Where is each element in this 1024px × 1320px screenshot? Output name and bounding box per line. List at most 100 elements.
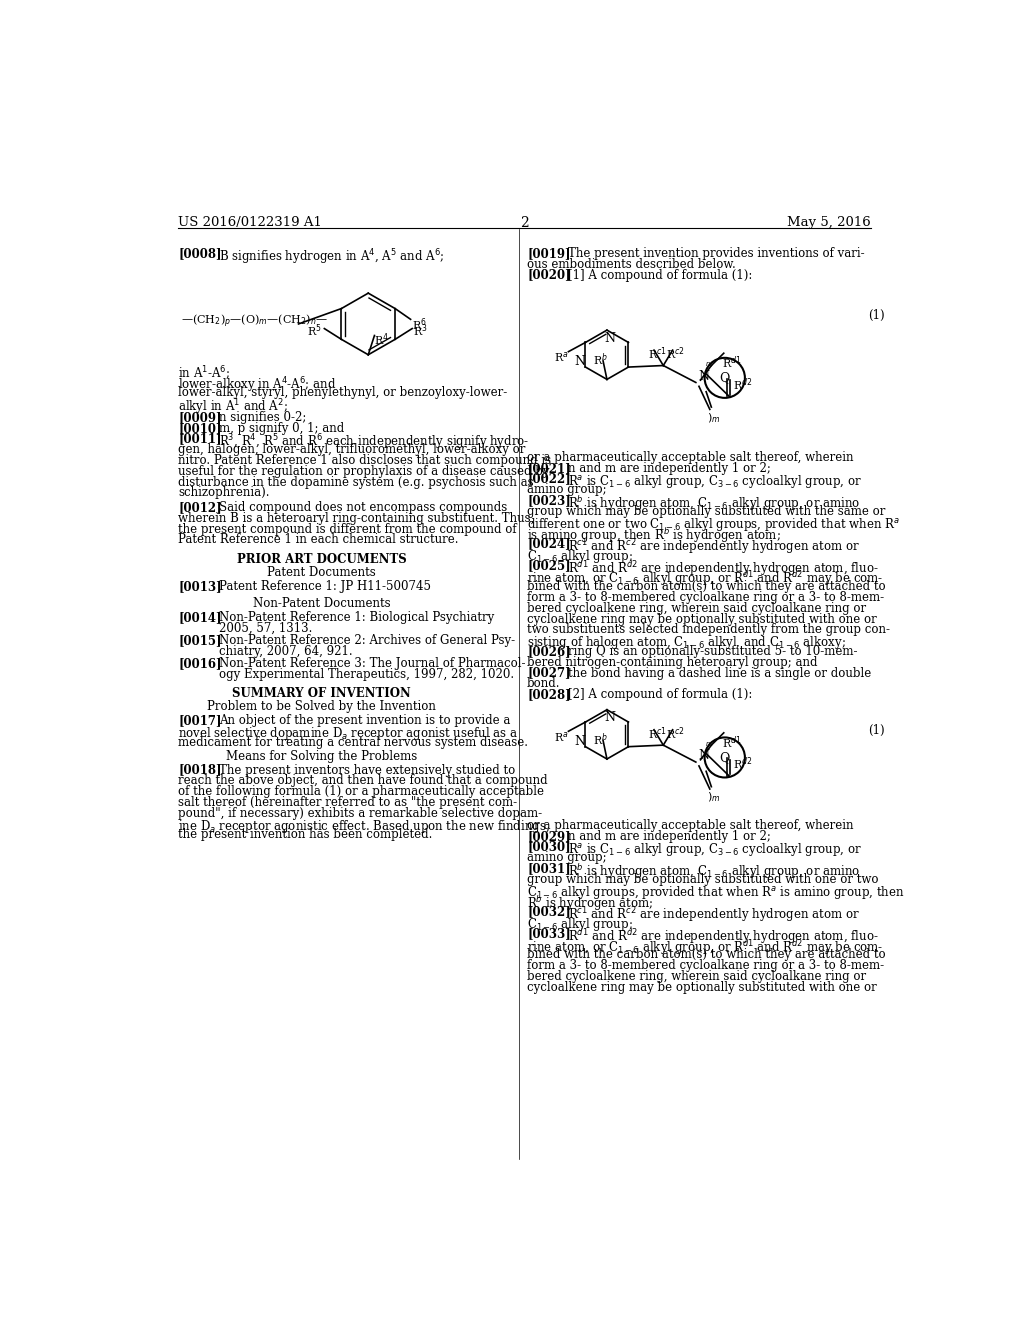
Text: form a 3- to 8-membered cycloalkane ring or a 3- to 8-mem-: form a 3- to 8-membered cycloalkane ring… bbox=[527, 960, 885, 973]
Text: useful for the regulation or prophylaxis of a disease caused by: useful for the regulation or prophylaxis… bbox=[178, 465, 550, 478]
Text: [0024]: [0024] bbox=[527, 537, 570, 550]
Text: [0008]: [0008] bbox=[178, 247, 222, 260]
Text: Problem to be Solved by the Invention: Problem to be Solved by the Invention bbox=[207, 701, 436, 714]
Text: C$_{1-6}$ alkyl group;: C$_{1-6}$ alkyl group; bbox=[527, 916, 633, 933]
Text: R$^3$, R$^4$, R$^5$ and R$^6$ each independently signify hydro-: R$^3$, R$^4$, R$^5$ and R$^6$ each indep… bbox=[219, 433, 529, 453]
Text: N: N bbox=[574, 735, 586, 748]
Text: R$^{c1}$ and R$^{c2}$ are independently hydrogen atom or: R$^{c1}$ and R$^{c2}$ are independently … bbox=[568, 906, 860, 925]
Text: lower-alkoxy in A$^4$-A$^6$; and: lower-alkoxy in A$^4$-A$^6$; and bbox=[178, 376, 337, 395]
Text: R$^{c1}$: R$^{c1}$ bbox=[648, 725, 667, 742]
Text: (1): (1) bbox=[868, 309, 885, 322]
Text: $)_m$: $)_m$ bbox=[707, 411, 720, 425]
Text: R$^{d2}$: R$^{d2}$ bbox=[733, 756, 753, 772]
Text: $)_m$: $)_m$ bbox=[707, 791, 720, 804]
Text: ous embodiments described below.: ous embodiments described below. bbox=[527, 257, 736, 271]
Text: R$^a$: R$^a$ bbox=[554, 350, 569, 364]
Text: sisting of halogen atom, C$_{1-6}$ alkyl, and C$_{1-6}$ alkoxy;: sisting of halogen atom, C$_{1-6}$ alkyl… bbox=[527, 635, 846, 651]
Text: group which may be optionally substituted with one or two: group which may be optionally substitute… bbox=[527, 873, 879, 886]
Text: N: N bbox=[698, 750, 710, 763]
Text: salt thereof (hereinafter referred to as "the present com-: salt thereof (hereinafter referred to as… bbox=[178, 796, 517, 809]
Text: [0020]: [0020] bbox=[527, 268, 570, 281]
Text: R$^{d1}$: R$^{d1}$ bbox=[722, 734, 741, 751]
Text: [0031]: [0031] bbox=[527, 862, 570, 875]
Text: ine D$_a$ receptor agonistic effect. Based upon the new findings,: ine D$_a$ receptor agonistic effect. Bas… bbox=[178, 817, 550, 834]
Text: Patent Reference 1: JP H11-500745: Patent Reference 1: JP H11-500745 bbox=[219, 581, 431, 594]
Text: R$^b$ is hydrogen atom, C$_{1-6}$ alkyl group, or amino: R$^b$ is hydrogen atom, C$_{1-6}$ alkyl … bbox=[568, 862, 860, 880]
Text: the present compound is different from the compound of: the present compound is different from t… bbox=[178, 523, 517, 536]
Text: R$^a$: R$^a$ bbox=[554, 730, 569, 743]
Text: [0030]: [0030] bbox=[527, 841, 570, 854]
Text: R$^a$ is C$_{1-6}$ alkyl group, C$_{3-6}$ cycloalkyl group, or: R$^a$ is C$_{1-6}$ alkyl group, C$_{3-6}… bbox=[568, 841, 862, 858]
Text: [0022]: [0022] bbox=[527, 473, 570, 486]
Text: [0019]: [0019] bbox=[527, 247, 570, 260]
Text: group which may be optionally substituted with the same or: group which may be optionally substitute… bbox=[527, 506, 886, 517]
Text: 2005, 57, 1313.: 2005, 57, 1313. bbox=[219, 622, 312, 635]
Text: R$^3$: R$^3$ bbox=[413, 322, 428, 339]
Text: B signifies hydrogen in A$^4$, A$^5$ and A$^6$;: B signifies hydrogen in A$^4$, A$^5$ and… bbox=[219, 247, 444, 267]
Text: [0029]: [0029] bbox=[527, 830, 570, 843]
Text: disturbance in the dopamine system (e.g. psychosis such as: disturbance in the dopamine system (e.g.… bbox=[178, 475, 534, 488]
Text: rine atom, or C$_{1-6}$ alkyl group, or R$^{d1}$ and R$^{d2}$ may be com-: rine atom, or C$_{1-6}$ alkyl group, or … bbox=[527, 570, 884, 589]
Text: N: N bbox=[604, 711, 614, 725]
Text: [0011]: [0011] bbox=[178, 433, 222, 446]
Text: An object of the present invention is to provide a: An object of the present invention is to… bbox=[219, 714, 511, 727]
Text: Q: Q bbox=[720, 371, 730, 384]
Text: C$_{1-6}$ alkyl groups, provided that when R$^a$ is amino group, then: C$_{1-6}$ alkyl groups, provided that wh… bbox=[527, 884, 905, 900]
Text: Means for Solving the Problems: Means for Solving the Problems bbox=[226, 750, 418, 763]
Text: reach the above object, and then have found that a compound: reach the above object, and then have fo… bbox=[178, 775, 548, 788]
Text: bined with the carbon atom(s) to which they are attached to: bined with the carbon atom(s) to which t… bbox=[527, 581, 886, 594]
Text: R$^b$ is hydrogen atom;: R$^b$ is hydrogen atom; bbox=[527, 895, 653, 913]
Text: R$^{d1}$: R$^{d1}$ bbox=[722, 355, 741, 371]
Text: n signifies 0-2;: n signifies 0-2; bbox=[219, 411, 307, 424]
Text: bond.: bond. bbox=[527, 677, 560, 690]
Text: alkyl in A$^1$ and A$^2$;: alkyl in A$^1$ and A$^2$; bbox=[178, 397, 288, 417]
Text: of the following formula (1) or a pharmaceutically acceptable: of the following formula (1) or a pharma… bbox=[178, 785, 545, 799]
Text: R$^b$: R$^b$ bbox=[593, 731, 608, 748]
Text: gen, halogen, lower-alkyl, trifluoromethyl, lower-alkoxy or: gen, halogen, lower-alkyl, trifluorometh… bbox=[178, 444, 525, 457]
Text: rine atom, or C$_{1-6}$ alkyl group, or R$^{d1}$ and R$^{d2}$ may be com-: rine atom, or C$_{1-6}$ alkyl group, or … bbox=[527, 937, 884, 957]
Text: cycloalkene ring may be optionally substituted with one or: cycloalkene ring may be optionally subst… bbox=[527, 981, 877, 994]
Text: [0026]: [0026] bbox=[527, 645, 570, 659]
Text: $^n$: $^n$ bbox=[706, 363, 711, 371]
Text: form a 3- to 8-membered cycloalkane ring or a 3- to 8-mem-: form a 3- to 8-membered cycloalkane ring… bbox=[527, 591, 885, 605]
Text: $^n$: $^n$ bbox=[706, 742, 711, 751]
Text: Non-Patent Reference 2: Archives of General Psy-: Non-Patent Reference 2: Archives of Gene… bbox=[219, 635, 515, 647]
Text: n and m are independently 1 or 2;: n and m are independently 1 or 2; bbox=[568, 830, 771, 843]
Text: R$^{d1}$ and R$^{d2}$ are independently hydrogen atom, fluo-: R$^{d1}$ and R$^{d2}$ are independently … bbox=[568, 927, 879, 945]
Text: [0027]: [0027] bbox=[527, 667, 570, 680]
Text: bered cycloalkene ring, wherein said cycloalkane ring or: bered cycloalkene ring, wherein said cyc… bbox=[527, 970, 866, 983]
Text: R$^a$ is C$_{1-6}$ alkyl group, C$_{3-6}$ cycloalkyl group, or: R$^a$ is C$_{1-6}$ alkyl group, C$_{3-6}… bbox=[568, 473, 862, 490]
Text: ogy Experimental Therapeutics, 1997, 282, 1020.: ogy Experimental Therapeutics, 1997, 282… bbox=[219, 668, 515, 681]
Text: SUMMARY OF INVENTION: SUMMARY OF INVENTION bbox=[232, 686, 411, 700]
Text: [0032]: [0032] bbox=[527, 906, 570, 919]
Text: [0016]: [0016] bbox=[178, 657, 222, 671]
Text: R$^{c1}$: R$^{c1}$ bbox=[648, 346, 667, 362]
Text: [0028]: [0028] bbox=[527, 688, 570, 701]
Text: —(CH$_2$)$_p$—(O)$_m$—(CH$_2$)$_n$—: —(CH$_2$)$_p$—(O)$_m$—(CH$_2$)$_n$— bbox=[180, 312, 328, 330]
Text: Non-Patent Reference 1: Biological Psychiatry: Non-Patent Reference 1: Biological Psych… bbox=[219, 611, 495, 624]
Text: or a pharmaceutically acceptable salt thereof, wherein: or a pharmaceutically acceptable salt th… bbox=[527, 451, 854, 465]
Text: [0025]: [0025] bbox=[527, 558, 570, 572]
Text: [0018]: [0018] bbox=[178, 763, 222, 776]
Text: R$^6$: R$^6$ bbox=[412, 317, 427, 333]
Text: May 5, 2016: May 5, 2016 bbox=[787, 216, 871, 230]
Text: two substituents selected independently from the group con-: two substituents selected independently … bbox=[527, 623, 890, 636]
Text: The present invention provides inventions of vari-: The present invention provides invention… bbox=[568, 247, 865, 260]
Text: N: N bbox=[574, 355, 586, 368]
Text: or a pharmaceutically acceptable salt thereof, wherein: or a pharmaceutically acceptable salt th… bbox=[527, 818, 854, 832]
Text: 2: 2 bbox=[520, 216, 529, 230]
Text: Patent Reference 1 in each chemical structure.: Patent Reference 1 in each chemical stru… bbox=[178, 533, 459, 546]
Text: [0013]: [0013] bbox=[178, 581, 222, 594]
Text: PRIOR ART DOCUMENTS: PRIOR ART DOCUMENTS bbox=[237, 553, 407, 566]
Text: [0014]: [0014] bbox=[178, 611, 222, 624]
Text: in A$^1$-A$^6$;: in A$^1$-A$^6$; bbox=[178, 364, 230, 383]
Text: cycloalkene ring may be optionally substituted with one or: cycloalkene ring may be optionally subst… bbox=[527, 612, 877, 626]
Text: bered cycloalkene ring, wherein said cycloalkane ring or: bered cycloalkene ring, wherein said cyc… bbox=[527, 602, 866, 615]
Text: m, p signify 0, 1; and: m, p signify 0, 1; and bbox=[219, 422, 345, 434]
Text: US 2016/0122319 A1: US 2016/0122319 A1 bbox=[178, 216, 323, 230]
Text: R$^5$: R$^5$ bbox=[307, 322, 322, 339]
Text: schizophrenia).: schizophrenia). bbox=[178, 487, 270, 499]
Text: N: N bbox=[604, 331, 614, 345]
Text: C$_{1-6}$ alkyl group;: C$_{1-6}$ alkyl group; bbox=[527, 548, 633, 565]
Text: R$^b$ is hydrogen atom, C$_{1-6}$ alkyl group, or amino: R$^b$ is hydrogen atom, C$_{1-6}$ alkyl … bbox=[568, 494, 860, 513]
